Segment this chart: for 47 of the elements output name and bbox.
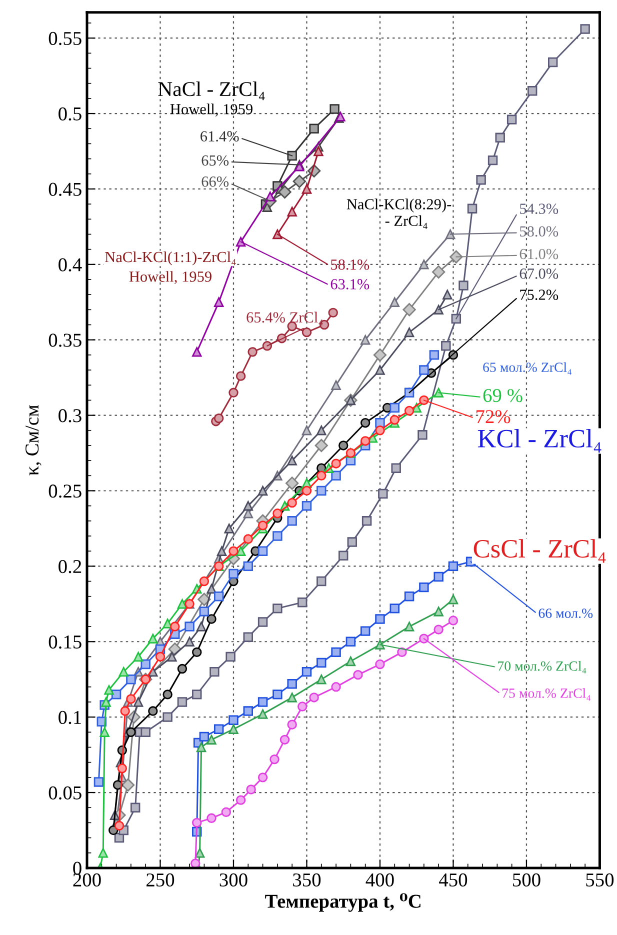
- text: 67.0%: [520, 268, 558, 279]
- x-tick-label: 300: [220, 873, 248, 887]
- y-tick-label: 0.55: [48, 32, 82, 46]
- text: 66%: [202, 176, 229, 187]
- x-tick-label: 400: [366, 873, 394, 887]
- annotation: KCl - ZrCl₄: [478, 428, 602, 453]
- annotation: Howell, 1959: [170, 104, 252, 117]
- y-tick-label: 0.15: [48, 635, 82, 649]
- text: 54.3%: [520, 204, 558, 214]
- x-tick-label: 550: [586, 873, 614, 887]
- y-tick-label: 0.1: [58, 710, 81, 724]
- legend-label: 72%: [476, 410, 510, 424]
- y-tick-label: 0.35: [48, 334, 82, 347]
- y-tick-label: 0.45: [48, 182, 82, 196]
- text: 61.4%: [200, 131, 239, 142]
- annotation: - ZrCl₄: [385, 215, 428, 229]
- text: 66 мол.%: [538, 608, 593, 618]
- legend-label: 61.0%: [520, 248, 558, 260]
- annotation: NaCl-KCl(8:29)-: [346, 198, 452, 212]
- text: 58.1%: [331, 259, 370, 270]
- x-tick-label: 500: [513, 873, 540, 887]
- x-tick-label: 450: [439, 873, 468, 887]
- y-tick-label: 0.5: [58, 107, 82, 121]
- annotation: CsCl - ZrCl₄: [474, 539, 606, 563]
- x-axis-title: Температура t, ⁰C: [265, 893, 420, 912]
- text: 75 мол.% ZrCl₄: [502, 688, 591, 701]
- x-tick-label: 250: [146, 873, 174, 887]
- text: 75.2%: [520, 290, 558, 300]
- series-label: 65.4% ZrCl₄: [246, 312, 323, 326]
- y-tick-label: 0.25: [48, 484, 82, 498]
- text: 63.1%: [330, 279, 370, 290]
- annotation: NaCl - ZrCl₄: [158, 81, 265, 100]
- legend-label: 58.0%: [520, 226, 558, 237]
- legend-label: 69 %: [483, 388, 522, 402]
- y-tick-label: 0.3: [58, 409, 82, 422]
- y-tick-label: 0: [73, 862, 82, 875]
- text: 70 мол.% ZrCl₄: [498, 660, 586, 674]
- y-axis-title: κ, См/см: [26, 405, 42, 476]
- text: 65 мол.% ZrCl₄: [483, 362, 572, 375]
- text: 65%: [202, 155, 229, 166]
- x-tick-label: 200: [73, 873, 101, 887]
- annotation: NaCl-KCl(1:1)-ZrCl₄: [105, 251, 236, 266]
- x-tick-label: 350: [293, 873, 321, 887]
- y-tick-label: 0.2: [58, 560, 82, 574]
- y-tick-label: 0.05: [48, 786, 82, 800]
- annotation: Howell, 1959: [129, 271, 212, 284]
- y-tick-label: 0.4: [58, 258, 82, 272]
